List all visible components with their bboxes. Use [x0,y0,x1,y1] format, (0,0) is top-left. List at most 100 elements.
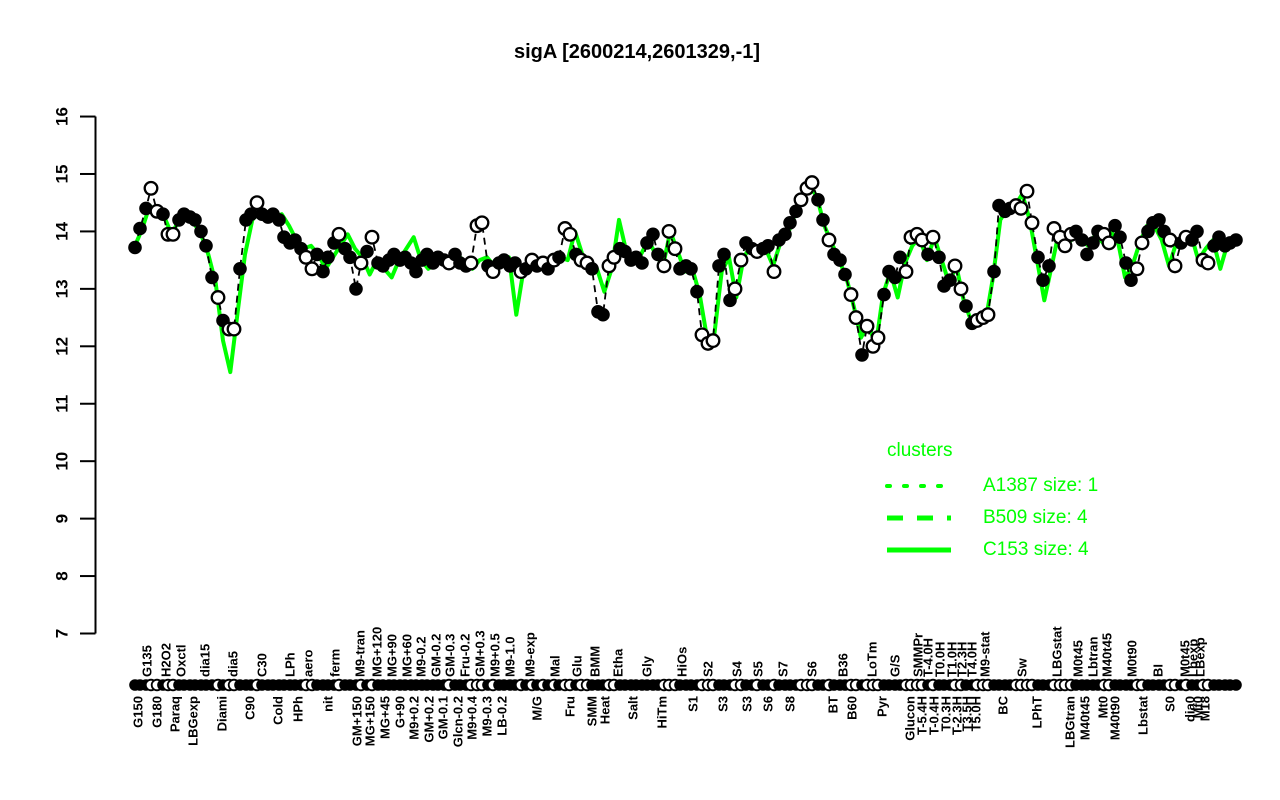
x-label-bottom: S3 [716,696,731,712]
data-point-open [353,255,369,271]
data-point-filled [205,270,219,285]
x-label-bottom: G150 [131,696,146,728]
data-point-open [143,180,159,196]
x-label-top: GM-0.2 [429,634,444,677]
x-label-top: M0t45 [1071,640,1086,677]
x-label-bottom: T0.3H [939,696,954,731]
x-label-top: ferm [328,649,343,677]
x-label-top: M9+0.5 [488,633,503,677]
data-point-filled [199,239,213,253]
data-point-filled [635,256,649,270]
data-point-filled [783,216,797,230]
data-point-filled [194,224,208,239]
x-label-top: M9-tran [353,630,368,677]
x-label-top: S4 [730,660,745,677]
data-point-open [463,255,479,271]
data-point-filled [596,307,610,322]
x-label-bottom: S8 [783,696,798,712]
x-label-bottom: T3.5H [960,696,975,731]
x-label-top: G135 [140,645,155,677]
data-point-open [656,258,672,274]
x-label-top: T0.0H [933,642,948,677]
cluster-legend: clusters A1387 size: 1 B509 size: 4 C153… [885,440,1098,566]
data-point-filled [987,264,1001,279]
data-point-filled [888,270,902,285]
data-point-filled [156,207,170,221]
legend-entry-label: A1387 size: 1 [983,475,1099,496]
x-label-top: M40t45 [1100,633,1115,677]
x-label-top: SMMPr [911,633,926,677]
data-point-filled [959,299,973,313]
x-label-bottom: M/G [530,696,545,721]
x-label-top: Lbtran [1086,637,1101,678]
data-point-open [766,264,782,280]
x-label-bottom: Paraq [168,696,183,732]
x-label-top: Lbexp [1186,639,1201,677]
data-point-open [980,307,996,323]
data-point-filled [943,273,957,288]
y-axis: 7 8 9 10 11 12 13 14 15 16 [53,107,97,638]
x-label-top: BI [1151,664,1166,677]
data-point-filled [409,264,423,279]
legend-entry-label: B509 size: 4 [983,507,1088,528]
data-point-filled [1113,230,1127,244]
data-point-open [898,264,914,280]
data-point-filled [233,262,247,276]
x-label-top: LBGstat [1050,626,1065,677]
data-point-open [331,226,347,242]
x-label-bottom: LPhT [1030,696,1045,729]
data-point-filled [893,250,907,265]
x-label-bottom: B60 [845,696,860,720]
data-point-open [1024,215,1040,231]
data-point-open [364,229,380,245]
y-axis-tick-label: 14 [53,221,72,240]
data-point-open [947,258,963,274]
data-point-filled [855,348,869,362]
y-axis-tick-label: 11 [53,395,72,413]
legend-entry-label: C153 size: 4 [983,539,1089,560]
x-label-bottom: Heat [598,695,613,724]
gene-data-points [128,175,1243,362]
data-point-filled [1229,233,1243,247]
data-point-open [925,229,941,245]
x-label-bottom: nit [321,695,336,712]
x-label-bottom: SMM [585,696,600,726]
data-point-filled [646,227,660,242]
data-point-filled [272,213,286,227]
data-point-open [821,232,837,248]
data-point-filled [684,262,698,276]
data-point-filled [552,250,566,265]
x-label-top: S5 [751,661,766,677]
data-point-open [667,241,683,257]
x-label-top: MG+60 [400,634,415,677]
x-label-top: B36 [836,653,851,677]
data-point-filled [1042,259,1056,273]
data-point-filled [585,262,599,276]
x-label-bottom: Glcn-0.2 [451,696,466,747]
x-label-bottom: LBGtran [1063,696,1078,748]
data-point-open [1134,235,1150,251]
x-label-bottom: HiTm [655,696,670,729]
dashed-line-sample [887,515,951,521]
data-point-open [1057,238,1073,254]
x-label-bottom: Salt [626,695,641,720]
x-label-bottom: BT [826,696,841,713]
data-point-filled [133,221,147,236]
data-point-open [1019,183,1035,199]
data-point-open [474,215,490,231]
solid-line-sample [887,547,951,553]
data-point-filled [321,250,335,265]
data-point-filled [1031,250,1045,265]
dotted-line-sample [885,484,953,488]
x-label-top: T2.3H [955,642,970,677]
x-label-bottom: G+90 [393,696,408,728]
x-label-top: dia15 [198,644,213,677]
y-axis-tick-label: 10 [53,452,72,471]
data-point-filled [811,193,825,207]
x-label-bottom: Lbstat [1136,695,1151,735]
x-label-top: M9-0.2 [414,637,429,677]
cluster-mean-line [133,183,1235,375]
x-label-bottom: GM-0.1 [436,696,451,739]
